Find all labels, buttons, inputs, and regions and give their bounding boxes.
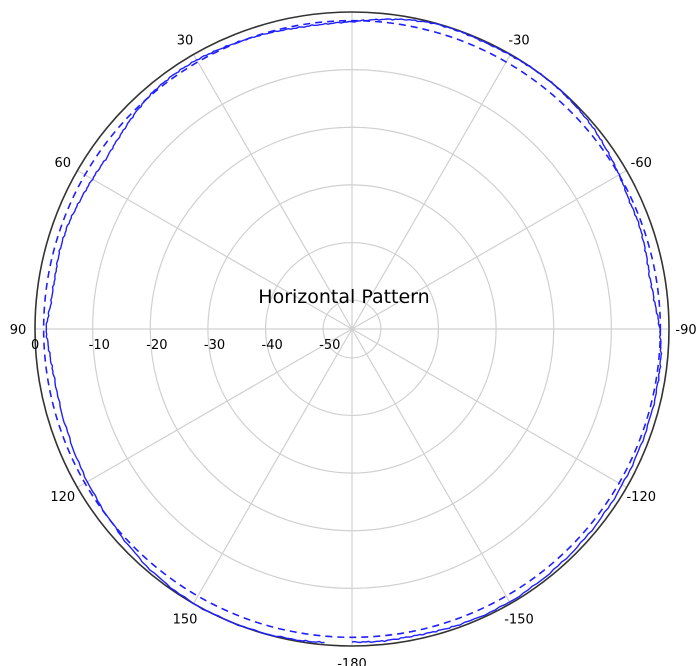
angle-tick-label: 30 <box>177 34 194 49</box>
angle-tick-label: -60 <box>631 156 652 171</box>
angle-tick-label: -30 <box>508 34 529 49</box>
grid-spoke <box>192 54 353 330</box>
angle-tick-label: -90 <box>675 323 696 338</box>
radial-tick-label: -10 <box>89 338 110 353</box>
grid-spoke <box>351 328 512 604</box>
angle-tick-labels: 0 30 60 90 120 150 -180 -150 -120 -90 -60 -30 <box>10 0 697 666</box>
radial-tick-label: 0 <box>31 338 39 353</box>
series-line-dashed <box>42 19 662 639</box>
outer-ring <box>34 11 670 647</box>
grid-spoke <box>351 328 627 489</box>
angle-tick-label: 0 <box>348 0 356 4</box>
angle-tick-label: 150 <box>173 612 198 627</box>
chart-title: Horizontal Pattern <box>258 286 429 308</box>
angle-tick-label: 120 <box>50 490 75 505</box>
angle-tick-label: -150 <box>504 612 534 627</box>
grid-spoke <box>351 54 512 330</box>
radial-tick-labels: 0 -10 -20 -30 -40 -50 <box>31 338 340 353</box>
series-layer <box>42 18 663 644</box>
series-line-solid <box>45 18 663 644</box>
radial-tick-label: -30 <box>204 338 225 353</box>
angle-tick-label: -180 <box>337 657 367 666</box>
radial-tick-label: -40 <box>262 338 283 353</box>
grid-spoke <box>77 169 353 330</box>
radial-tick-label: -20 <box>146 338 167 353</box>
spokes <box>35 12 669 646</box>
angle-tick-label: 60 <box>54 156 71 171</box>
grid-spoke <box>77 328 353 489</box>
radial-tick-label: -50 <box>319 338 340 353</box>
grid-spoke <box>351 169 627 330</box>
angle-tick-label: 90 <box>10 323 27 338</box>
angle-tick-label: -120 <box>626 490 656 505</box>
grid-spoke <box>192 328 353 604</box>
